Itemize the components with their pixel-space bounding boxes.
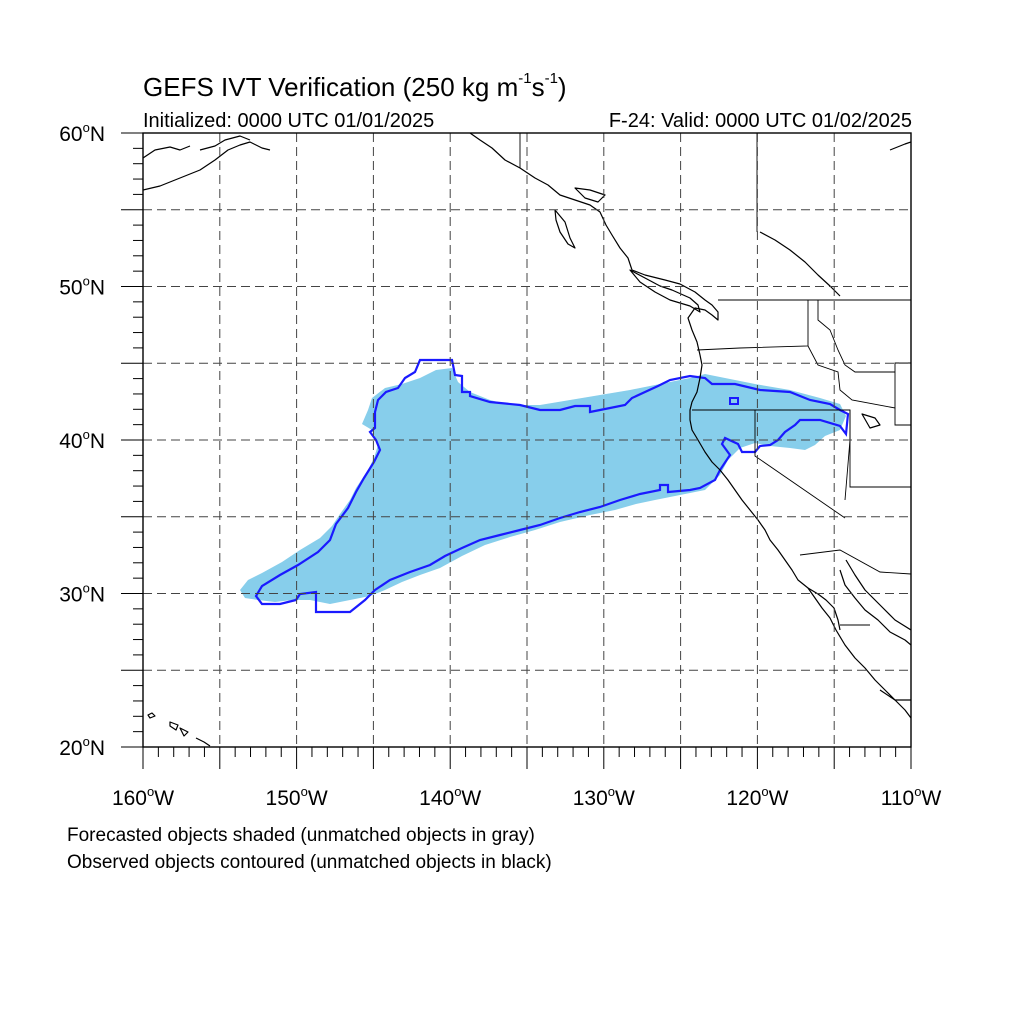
axis-labels: 160oW 150oW 140oW 130oW 120oW 110oW 20oN 30oN 40…	[59, 120, 941, 810]
observed-small-contour	[729, 397, 739, 405]
initialized-time: Initialized: 0000 UTC 01/01/2025	[143, 110, 435, 132]
lon-label: 130oW	[573, 784, 635, 810]
lon-label: 110oW	[881, 784, 942, 810]
lon-label: 160oW	[112, 784, 174, 810]
forecast-legend-note: Forecasted objects shaded (unmatched obj…	[67, 825, 535, 846]
forecast-ivt-object	[240, 368, 846, 604]
lon-label: 140oW	[419, 784, 481, 810]
lat-label: 60oN	[59, 120, 105, 146]
observed-ivt-contour	[254, 358, 850, 614]
plot-frame	[142, 132, 912, 748]
lat-label: 50oN	[59, 274, 105, 300]
lon-label: 120oW	[726, 784, 788, 810]
lat-label: 40oN	[59, 427, 105, 453]
axis-ticks	[121, 132, 912, 769]
graticule	[143, 133, 911, 747]
lon-label: 150oW	[266, 784, 328, 810]
observed-legend-note: Observed objects contoured (unmatched ob…	[67, 852, 552, 873]
lat-label: 30oN	[59, 581, 105, 607]
map-title: GEFS IVT Verification (250 kg m-1s-1)	[143, 70, 567, 102]
lat-label: 20oN	[59, 734, 105, 760]
valid-time: F-24: Valid: 0000 UTC 01/02/2025	[608, 110, 912, 132]
